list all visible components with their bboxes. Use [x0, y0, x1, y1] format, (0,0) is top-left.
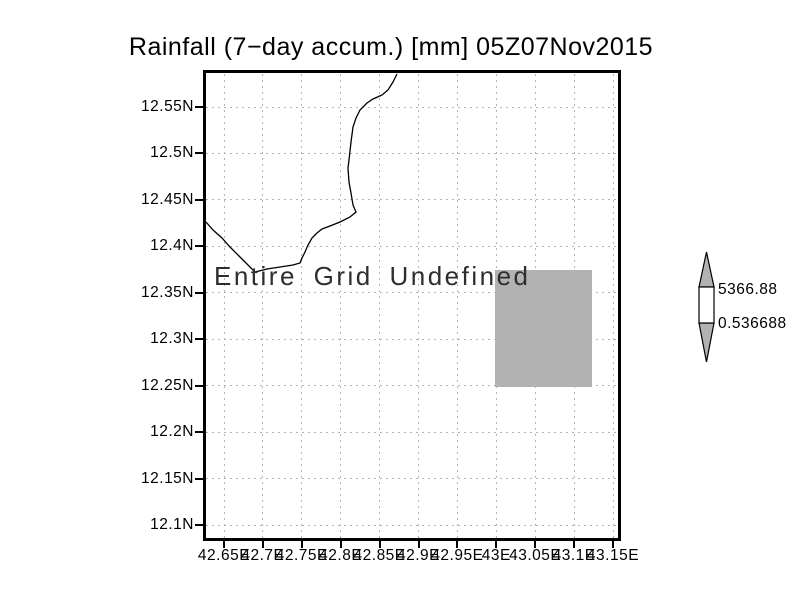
- horizontal-gridline: [206, 338, 618, 340]
- colorbar-lower-triangle: [698, 322, 715, 363]
- y-axis-tick: [195, 384, 204, 387]
- colorbar-max-label: 5366.88: [718, 281, 778, 298]
- y-axis-tick: [195, 477, 204, 480]
- x-axis-tick-label: 43.05E: [509, 547, 562, 564]
- y-axis-tick: [195, 152, 204, 155]
- vertical-gridline: [379, 74, 381, 538]
- y-axis-tick-label: 12.45N: [141, 190, 194, 208]
- y-axis-tick-label: 12.5N: [150, 144, 194, 162]
- x-axis-tick: [417, 541, 420, 548]
- y-axis-tick: [195, 431, 204, 434]
- x-axis-tick: [612, 541, 614, 548]
- horizontal-gridline: [206, 431, 618, 433]
- x-axis-tick: [300, 541, 303, 548]
- entire-grid-undefined-label: Entire Grid Undefined: [214, 261, 531, 291]
- y-axis-tick-label: 12.4N: [150, 237, 194, 255]
- y-axis-tick-label: 12.25N: [141, 376, 194, 394]
- x-axis-tick: [261, 541, 264, 548]
- x-axis-tick: [339, 541, 342, 548]
- y-axis-tick-label: 12.2N: [150, 423, 194, 441]
- vertical-gridline: [262, 74, 264, 538]
- x-axis-tick-label: 43E: [481, 547, 511, 564]
- vertical-gridline: [223, 74, 225, 538]
- vertical-gridline: [456, 74, 458, 538]
- x-axis-tick-label: 42.95E: [431, 547, 484, 564]
- plot-title: Rainfall (7−day accum.) [mm] 05Z07Nov201…: [128, 33, 654, 61]
- y-axis-tick: [195, 245, 204, 248]
- vertical-gridline: [301, 74, 303, 538]
- x-axis-tick-label: 42.75E: [275, 547, 328, 564]
- vertical-gridline: [418, 74, 419, 538]
- x-axis-tick: [495, 541, 498, 548]
- x-axis-tick-label: 42.9E: [396, 547, 440, 564]
- y-axis-tick-label: 12.35N: [141, 283, 194, 301]
- undefined-data-cell: [495, 270, 592, 387]
- colorbar-min-label: 0.536688: [718, 315, 787, 332]
- x-axis-tick: [378, 541, 381, 548]
- vertical-gridline: [340, 74, 342, 538]
- horizontal-gridline: [206, 152, 618, 154]
- x-axis-tick-label: 42.65E: [197, 547, 251, 564]
- x-axis-tick-label: 42.8E: [319, 547, 363, 564]
- horizontal-gridline: [206, 292, 618, 294]
- horizontal-gridline: [206, 385, 618, 387]
- horizontal-gridline: [206, 478, 618, 480]
- x-axis-tick-label: 42.7E: [241, 547, 285, 564]
- y-axis-tick: [195, 291, 204, 294]
- horizontal-gridline: [206, 524, 618, 526]
- y-axis-tick: [195, 338, 204, 341]
- x-axis-tick: [456, 541, 459, 548]
- vertical-gridline: [612, 74, 614, 538]
- x-axis-tick: [573, 541, 576, 548]
- y-axis-tick: [195, 524, 204, 527]
- y-axis-tick-label: 12.1N: [150, 516, 194, 534]
- colorbar-upper-triangle: [698, 251, 715, 288]
- x-axis-tick-label: 42.85E: [353, 547, 406, 564]
- x-axis-tick: [534, 541, 537, 548]
- horizontal-gridline: [206, 245, 618, 247]
- y-axis-tick: [195, 198, 204, 201]
- x-axis-tick-label: 43.15E: [586, 547, 640, 564]
- y-axis-tick-label: 12.3N: [150, 330, 194, 348]
- x-axis-tick: [223, 541, 225, 548]
- x-axis-tick-label: 43.1E: [552, 547, 596, 564]
- colorbar-mid-segment: [698, 286, 715, 324]
- map-frame: [203, 70, 621, 541]
- colorbar: [698, 251, 715, 363]
- y-axis-tick-label: 12.55N: [141, 98, 194, 115]
- horizontal-gridline: [206, 106, 618, 108]
- horizontal-gridline: [206, 199, 618, 201]
- y-axis-tick-label: 12.15N: [141, 469, 194, 487]
- y-axis-tick: [195, 106, 204, 108]
